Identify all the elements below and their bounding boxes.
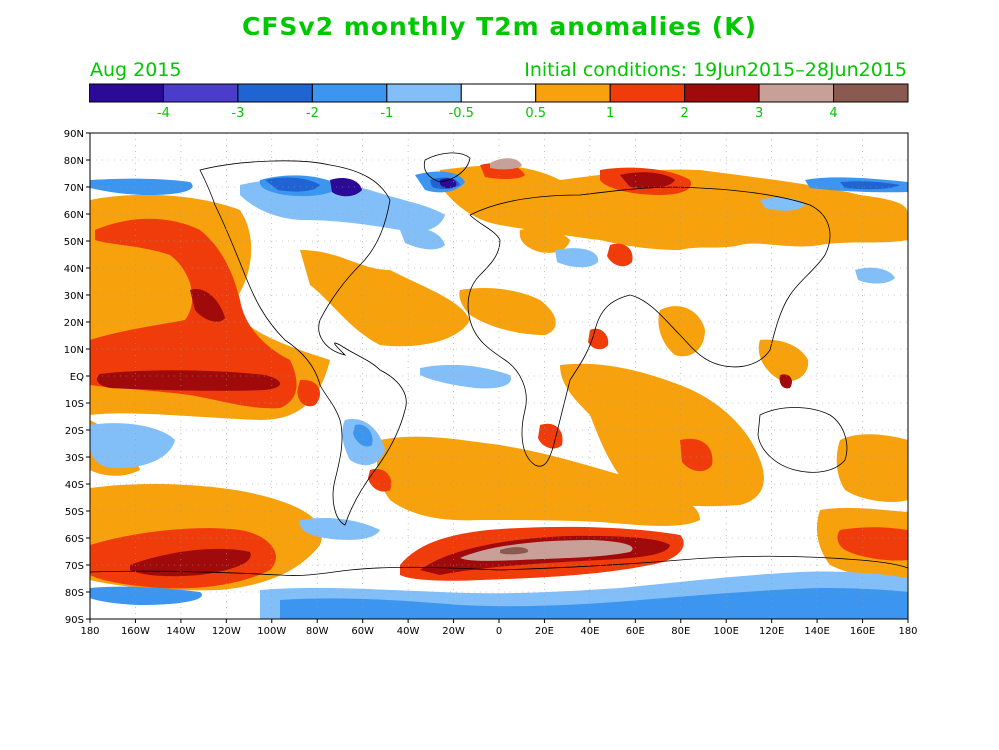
warm-extreme-regions <box>460 158 633 561</box>
longitude-label: 40E <box>580 626 599 637</box>
colorbar-label: 3 <box>755 106 763 121</box>
colorbar-boxes <box>89 83 909 103</box>
cold-moderate-regions <box>90 171 908 619</box>
colorbar-label: -1 <box>380 106 393 121</box>
latitude-label: 10S <box>65 399 84 410</box>
longitude-label: 60E <box>626 626 645 637</box>
latitude-label: 90N <box>64 129 84 140</box>
latitude-label: 70S <box>65 561 84 572</box>
longitude-label: 20W <box>442 626 465 637</box>
latitude-label: 30N <box>64 291 84 302</box>
latitude-label: 40N <box>64 264 84 275</box>
axis-ticks <box>86 132 909 623</box>
map-grid <box>90 133 908 619</box>
longitude-label: 20E <box>535 626 554 637</box>
map-title: CFSv2 monthly T2m anomalies (K) <box>241 12 758 41</box>
latitude-label: 60S <box>65 534 84 545</box>
colorbar-label: 1 <box>606 106 614 121</box>
colorbar-label: 4 <box>829 106 837 121</box>
longitude-label: 160W <box>121 626 150 637</box>
latitude-label: 20S <box>65 426 84 437</box>
longitude-label: 140E <box>804 626 829 637</box>
latitude-label: EQ <box>70 372 84 383</box>
longitude-label: 40W <box>397 626 420 637</box>
longitude-label: 120W <box>212 626 241 637</box>
latitude-label: 50S <box>65 507 84 518</box>
warm-max-regions <box>500 547 529 555</box>
latitude-label: 60N <box>64 210 84 221</box>
longitude-labels: 180 160W 140W 120W 100W 80W 60W 40W 20W 0 20E 40E 60… <box>80 626 917 637</box>
initial-conditions-label: Initial conditions: 19Jun2015–28Jun2015 <box>524 59 907 81</box>
latitude-label: 90S <box>65 615 84 626</box>
colorbar: -4 -3 -2 -1 -0.5 0.5 1 2 3 4 <box>89 83 909 121</box>
colorbar-label: -2 <box>306 106 319 121</box>
longitude-label: 140W <box>166 626 195 637</box>
longitude-label: 180 <box>80 626 99 637</box>
latitude-label: 30S <box>65 453 84 464</box>
colorbar-label: 0.5 <box>525 106 546 121</box>
longitude-label: 100E <box>714 626 739 637</box>
longitude-label: 160E <box>850 626 875 637</box>
colorbar-label: -4 <box>157 106 170 121</box>
latitude-label: 80S <box>65 588 84 599</box>
latitude-label: 40S <box>65 480 84 491</box>
colorbar-label: -0.5 <box>449 106 474 121</box>
longitude-label: 120E <box>759 626 784 637</box>
colorbar-label: -3 <box>231 106 244 121</box>
latitude-label: 80N <box>64 156 84 167</box>
latitude-label: 20N <box>64 318 84 329</box>
longitude-label: 180 <box>898 626 917 637</box>
cold-extreme-regions <box>330 178 457 197</box>
longitude-label: 100W <box>257 626 286 637</box>
latitude-label: 70N <box>64 183 84 194</box>
colorbar-labels: -4 -3 -2 -1 -0.5 0.5 1 2 3 4 <box>157 106 838 121</box>
longitude-label: 0 <box>496 626 502 637</box>
longitude-label: 60W <box>351 626 374 637</box>
colorbar-box <box>833 83 909 103</box>
longitude-label: 80E <box>671 626 690 637</box>
latitude-label: 50N <box>64 237 84 248</box>
anomaly-fields <box>90 152 908 619</box>
latitude-label: 10N <box>64 345 84 356</box>
latitude-labels: 90N 80N 70N 60N 50N 40N 30N 20N 10N EQ 10S 20S 30S 40… <box>64 129 84 626</box>
valid-month-label: Aug 2015 <box>90 59 182 81</box>
colorbar-label: 2 <box>680 106 688 121</box>
longitude-label: 80W <box>306 626 329 637</box>
